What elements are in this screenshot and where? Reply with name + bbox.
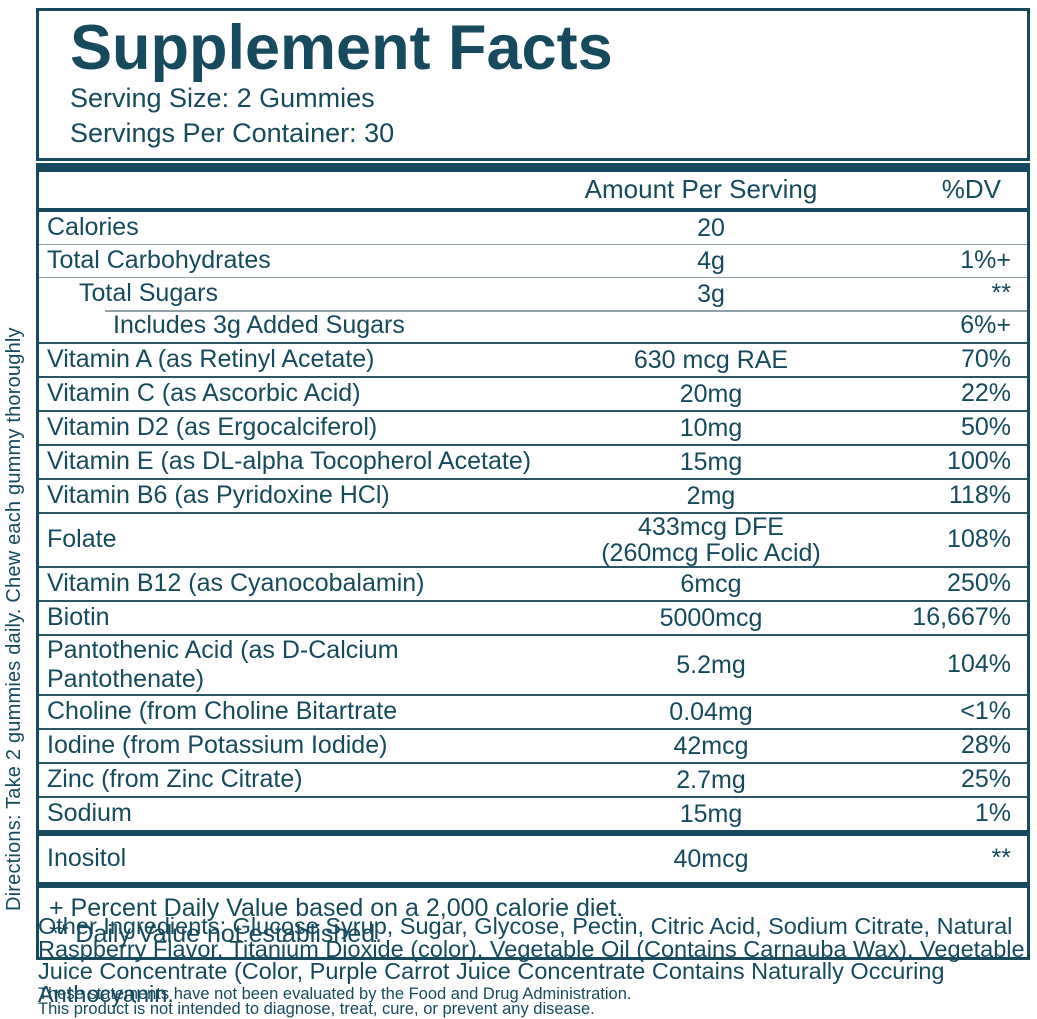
nutrient-name: Total Carbohydrates	[47, 246, 271, 275]
nutrient-amount: 2.7mg	[676, 765, 746, 794]
nutrient-daily-value: **	[991, 279, 1011, 308]
disclaimer-line: This product is not intended to diagnose…	[38, 999, 595, 1018]
table-row: Pantothenic Acid (as D-Calcium Pantothen…	[39, 633, 1027, 694]
nutrient-amount: 5000mcg	[659, 603, 763, 632]
nutrient-name: Folate	[47, 525, 117, 554]
nutrient-amount: 433mcg DFE (260mcg Folic Acid)	[561, 514, 861, 566]
nutrient-name: Vitamin D2 (as Ergocalciferol)	[47, 413, 378, 442]
nutrient-daily-value: 250%	[947, 569, 1011, 598]
table-row: Vitamin C (as Ascorbic Acid) 20mg 22%	[39, 375, 1027, 410]
nutrient-amount: 630 mcg RAE	[633, 345, 789, 374]
nutrient-daily-value: 22%	[960, 379, 1011, 408]
nutrient-name: Vitamin A (as Retinyl Acetate)	[47, 345, 375, 374]
nutrient-name: Inositol	[47, 844, 127, 873]
nutrient-amount: 5.2mg	[676, 650, 746, 679]
servings-per-container-text: Servings Per Container: 30	[70, 118, 395, 149]
nutrient-name: Vitamin B12 (as Cyanocobalamin)	[47, 569, 425, 598]
table-row: Total Sugars 3g **	[39, 276, 1027, 310]
nutrient-name: Sodium	[47, 799, 132, 828]
table-row: Folate 433mcg DFE (260mcg Folic Acid) 108%	[39, 511, 1027, 566]
footnote-line: ** Daily Value not established.	[49, 919, 383, 948]
nutrient-daily-value: 108%	[947, 525, 1011, 554]
table-row: Vitamin E (as DL-alpha Tocopherol Acetat…	[39, 443, 1027, 478]
nutrient-amount: 20	[697, 213, 725, 242]
directions-vertical-text: Directions: Take 2 gummies daily. Chew e…	[3, 327, 25, 911]
footnote-section: + Percent Daily Value based on a 2,000 c…	[39, 881, 1027, 957]
nutrient-daily-value: **	[991, 844, 1011, 873]
nutrient-daily-value: 50%	[960, 413, 1011, 442]
nutrient-amount-line: (260mcg Folic Acid)	[601, 538, 821, 567]
table-row: Total Carbohydrates 4g 1%+	[39, 243, 1027, 277]
supplement-facts-label: Supplement Facts Serving Size: 2 Gummies…	[36, 8, 1030, 960]
table-row: Vitamin D2 (as Ergocalciferol) 10mg 50%	[39, 409, 1027, 444]
nutrient-name: Pantothenic Acid (as D-Calcium Pantothen…	[47, 635, 399, 693]
nutrient-daily-value: 104%	[947, 650, 1011, 679]
nutrient-daily-value: 1%+	[960, 246, 1011, 275]
nutrient-amount: 15mg	[679, 447, 743, 476]
nutrient-name: Total Sugars	[79, 279, 218, 308]
nutrient-daily-value: <1%	[960, 697, 1011, 726]
nutrient-amount: 4g	[697, 246, 725, 275]
nutrient-amount-line: 433mcg DFE	[638, 512, 784, 541]
page-title: Supplement Facts	[70, 13, 613, 83]
nutrient-amount: 0.04mg	[669, 697, 753, 726]
nutrient-name: Vitamin B6 (as Pyridoxine HCl)	[47, 481, 390, 510]
nutrient-daily-value: 118%	[948, 481, 1011, 510]
table-row: Biotin 5000mcg 16,667%	[39, 599, 1027, 634]
footnote-line: + Percent Daily Value based on a 2,000 c…	[49, 893, 624, 922]
nutrient-amount: 6mcg	[680, 569, 742, 598]
nutrient-name: Iodine (from Potassium Iodide)	[47, 731, 388, 760]
nutrient-daily-value: 100%	[947, 447, 1011, 476]
nutrient-amount: 2mg	[686, 481, 736, 510]
nutrient-daily-value: 6%+	[960, 311, 1011, 340]
nutrient-daily-value: 70%	[960, 345, 1011, 374]
table-rows: Calories 20 Total Carbohydrates 4g 1%+ Total …	[39, 212, 1027, 882]
disclaimer-line: These statements have not been evaluated…	[38, 985, 632, 1003]
nutrient-amount: 15mg	[679, 799, 743, 828]
disclaimer-section: These statements have not been evaluated…	[38, 985, 1034, 1018]
table-row: Includes 3g Added Sugars 6%+	[39, 309, 1027, 342]
table-row: Sodium 15mg 1%	[39, 795, 1027, 830]
table-row: Vitamin B6 (as Pyridoxine HCl) 2mg 118%	[39, 477, 1027, 512]
nutrient-daily-value: 16,667%	[912, 603, 1011, 632]
divider-bar-top	[36, 162, 1030, 172]
nutrient-name: Calories	[47, 213, 139, 242]
nutrient-name: Biotin	[47, 603, 110, 632]
nutrient-name: Vitamin E (as DL-alpha Tocopherol Acetat…	[47, 447, 532, 476]
other-ingredients-text: Other Ingredients: Glucose Syrup, Sugar,…	[38, 913, 1025, 1007]
serving-size-text: Serving Size: 2 Gummies	[70, 83, 375, 114]
nutrient-amount: 20mg	[679, 379, 743, 408]
table-row: Choline (from Choline Bitartrate 0.04mg <1…	[39, 693, 1027, 728]
nutrient-name: Includes 3g Added Sugars	[113, 311, 405, 340]
nutrient-amount: 40mcg	[673, 844, 749, 873]
table-row: Calories 20	[39, 212, 1027, 244]
nutrient-name: Vitamin C (as Ascorbic Acid)	[47, 379, 361, 408]
table-row: Vitamin B12 (as Cyanocobalamin) 6mcg 250%	[39, 565, 1027, 600]
table-row: Iodine (from Potassium Iodide) 42mcg 28%	[39, 727, 1027, 762]
nutrient-name: Choline (from Choline Bitartrate	[47, 697, 398, 726]
table-row: Vitamin A (as Retinyl Acetate) 630 mcg RA…	[39, 341, 1027, 376]
label-header: Supplement Facts Serving Size: 2 Gummies…	[36, 8, 1030, 161]
nutrient-daily-value: 28%	[960, 731, 1011, 760]
column-header-dv: %DV	[941, 174, 1001, 205]
table-row: Inositol 40mcg **	[39, 829, 1027, 882]
nutrient-name: Zinc (from Zinc Citrate)	[47, 765, 303, 794]
facts-table: Amount Per Serving %DV Calories 20 Total C…	[36, 171, 1030, 960]
nutrient-daily-value: 25%	[960, 765, 1011, 794]
column-header-amount: Amount Per Serving	[584, 174, 818, 205]
table-row: Zinc (from Zinc Citrate) 2.7mg 25%	[39, 761, 1027, 796]
nutrient-amount: 42mcg	[673, 731, 749, 760]
nutrient-amount: 10mg	[679, 413, 743, 442]
nutrient-daily-value: 1%	[974, 799, 1011, 828]
table-header-row: Amount Per Serving %DV	[39, 172, 1027, 212]
nutrient-amount: 3g	[697, 279, 725, 308]
